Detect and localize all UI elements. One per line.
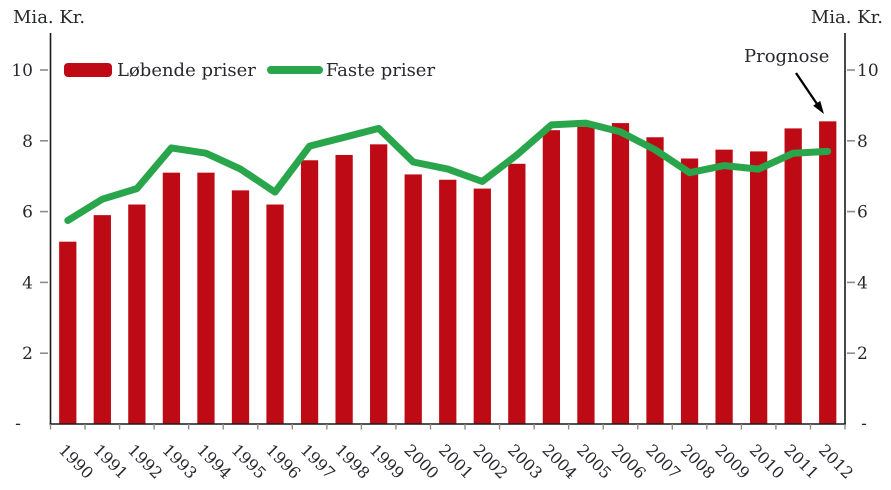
x-tick-label-1996: 1996 (262, 440, 304, 482)
x-tick-label-1995: 1995 (228, 440, 270, 482)
x-tick-label-1990: 1990 (55, 440, 97, 482)
x-tick-label-2003: 2003 (504, 440, 546, 482)
bar-1991 (93, 215, 111, 424)
x-tick-label-2008: 2008 (677, 440, 719, 482)
y-axis-unit-left: Mia. Kr. (13, 7, 86, 28)
bar-2006 (611, 123, 630, 424)
y-zero-label-left: - (15, 414, 21, 434)
legend-line-swatch (266, 66, 323, 74)
bar-1999 (370, 144, 388, 424)
y-tick-label-right: 8 (857, 132, 868, 152)
x-tick-label-1993: 1993 (159, 440, 201, 482)
y-tick-label-left: 10 (11, 61, 33, 81)
prognose-arrowhead (813, 100, 824, 114)
x-tick-label-2012: 2012 (815, 440, 857, 482)
x-tick-label-2009: 2009 (711, 440, 753, 482)
bar-2004 (542, 130, 561, 424)
legend: Løbende priser Faste priser (64, 59, 435, 81)
line-series (64, 119, 832, 224)
y-zero-label-right: - (861, 414, 867, 434)
bar-2000 (404, 174, 422, 424)
y-tick-label-left: 6 (22, 203, 33, 223)
y-axis-unit-right: Mia. Kr. (810, 7, 883, 28)
legend-bar-swatch (64, 63, 112, 77)
x-tick-label-2007: 2007 (642, 440, 684, 482)
bar-2007 (646, 137, 664, 424)
bar-1990 (59, 241, 77, 424)
bar-2005 (577, 126, 595, 424)
y-tick-label-right: 2 (857, 344, 868, 364)
bar-2008 (680, 158, 699, 424)
bar-1998 (335, 154, 353, 424)
x-tick-label-2010: 2010 (746, 440, 788, 482)
bar-2010 (750, 151, 768, 425)
bar-1993 (162, 172, 181, 424)
x-tick-label-1992: 1992 (124, 440, 166, 482)
y-tick-label-right: 6 (857, 203, 868, 223)
legend-line-label: Faste priser (325, 59, 436, 81)
x-tick-label-1999: 1999 (366, 440, 408, 482)
bar-2011 (784, 128, 802, 424)
bar-1997 (300, 160, 319, 424)
x-tick-label-1994: 1994 (193, 440, 235, 482)
y-tick-label-right: 4 (857, 273, 868, 293)
annotation-prognose: Prognose (744, 46, 830, 67)
y-tick-label-left: 4 (22, 273, 33, 293)
y-tick-label-left: 2 (22, 344, 33, 364)
bar-2001 (439, 179, 457, 424)
x-tick-label-2005: 2005 (573, 440, 615, 482)
bar-2002 (473, 188, 491, 424)
x-tick-label-2000: 2000 (400, 440, 442, 482)
x-tick-label-2002: 2002 (469, 440, 511, 482)
bar-2003 (508, 163, 526, 424)
y-tick-label-right: 10 (857, 61, 879, 81)
x-tick-label-2011: 2011 (780, 440, 822, 482)
x-tick-label-2006: 2006 (608, 440, 650, 482)
legend-bar-label: Løbende priser (117, 59, 256, 81)
prognose-arrow (795, 72, 818, 105)
x-tick-label-1998: 1998 (331, 440, 373, 482)
x-tick-label-2001: 2001 (435, 440, 477, 482)
bar-1992 (128, 204, 146, 424)
x-tick-label-2004: 2004 (539, 440, 581, 482)
bar-1994 (197, 172, 215, 424)
bar-1995 (231, 190, 250, 424)
y-tick-label-left: 8 (22, 132, 33, 152)
bar-1996 (266, 204, 284, 424)
bar-2012 (819, 121, 837, 424)
x-tick-label-1991: 1991 (89, 440, 131, 482)
bar-2009 (715, 149, 733, 424)
x-tick-label-1997: 1997 (297, 440, 339, 482)
